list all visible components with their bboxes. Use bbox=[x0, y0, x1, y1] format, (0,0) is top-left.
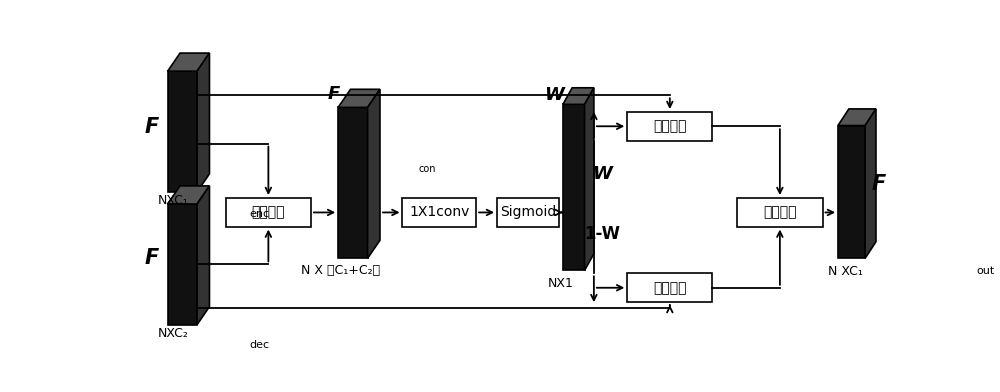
Polygon shape bbox=[838, 125, 865, 258]
Polygon shape bbox=[168, 71, 197, 192]
Polygon shape bbox=[338, 89, 380, 107]
Polygon shape bbox=[168, 204, 197, 325]
Polygon shape bbox=[838, 109, 876, 125]
Text: 逐元素乘: 逐元素乘 bbox=[653, 119, 687, 133]
Bar bbox=[737, 198, 822, 227]
Text: 通道拼接: 通道拼接 bbox=[763, 205, 797, 219]
Text: Sigmoid: Sigmoid bbox=[500, 205, 556, 219]
Text: 1-W: 1-W bbox=[584, 225, 620, 243]
Text: dec: dec bbox=[249, 340, 269, 350]
Polygon shape bbox=[585, 88, 594, 270]
Bar bbox=[627, 112, 712, 141]
Text: N X （C₁+C₂）: N X （C₁+C₂） bbox=[301, 264, 380, 277]
Text: 1X1conv: 1X1conv bbox=[409, 205, 469, 219]
Polygon shape bbox=[168, 53, 209, 71]
Text: F: F bbox=[871, 174, 886, 194]
Text: con: con bbox=[419, 165, 436, 174]
Text: N XC₁: N XC₁ bbox=[828, 265, 863, 278]
Text: W: W bbox=[544, 86, 564, 104]
Polygon shape bbox=[865, 109, 876, 258]
Text: 逐元素乘: 逐元素乘 bbox=[653, 281, 687, 295]
Polygon shape bbox=[197, 53, 209, 192]
Text: NXC₁: NXC₁ bbox=[158, 194, 188, 207]
Bar bbox=[497, 198, 559, 227]
Text: F: F bbox=[144, 248, 159, 269]
Text: W: W bbox=[592, 165, 612, 183]
Text: F: F bbox=[144, 117, 159, 137]
Text: NX1: NX1 bbox=[548, 278, 573, 290]
Text: 通道拼接: 通道拼接 bbox=[252, 205, 285, 219]
Polygon shape bbox=[563, 104, 585, 270]
Text: out: out bbox=[976, 266, 994, 276]
Text: enc: enc bbox=[249, 209, 269, 218]
Polygon shape bbox=[563, 88, 594, 104]
Bar bbox=[627, 274, 712, 302]
Polygon shape bbox=[197, 186, 209, 325]
Bar bbox=[402, 198, 476, 227]
Polygon shape bbox=[338, 107, 368, 258]
Polygon shape bbox=[168, 186, 209, 204]
Text: NXC₂: NXC₂ bbox=[158, 327, 188, 340]
Text: F: F bbox=[328, 85, 340, 103]
Polygon shape bbox=[368, 89, 380, 258]
Bar bbox=[226, 198, 311, 227]
